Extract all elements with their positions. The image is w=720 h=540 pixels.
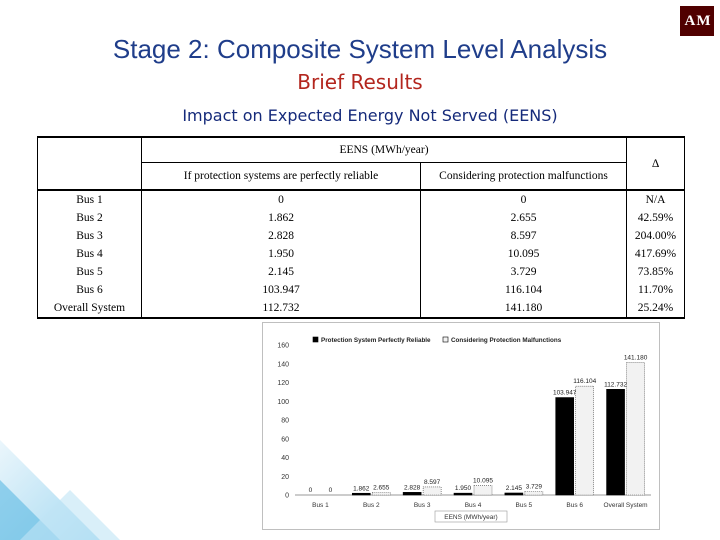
table-row: Bus 4 1.950 10.095 417.69% xyxy=(37,245,685,263)
data-label: 112.732 xyxy=(604,381,627,388)
bar xyxy=(626,362,645,496)
reliable-cell: 1.862 xyxy=(141,209,421,227)
bus-column-header xyxy=(37,136,142,191)
data-label: 10.095 xyxy=(473,478,493,485)
bus-cell: Bus 6 xyxy=(37,281,142,299)
x-tick-label: Bus 4 xyxy=(465,502,482,509)
bar xyxy=(504,492,524,496)
reliable-cell: 103.947 xyxy=(141,281,421,299)
data-label: 2.655 xyxy=(373,485,390,492)
table-header-row: EENS (MWh/year) ∆ xyxy=(37,136,685,191)
reliable-cell: 1.950 xyxy=(141,245,421,263)
data-label: 3.729 xyxy=(526,484,543,491)
malfunction-cell: 116.104 xyxy=(420,281,627,299)
bar xyxy=(575,385,595,496)
slide-subtitle: Brief Results xyxy=(297,70,423,94)
table-row: Bus 5 2.145 3.729 73.85% xyxy=(37,263,685,281)
texas-am-logo-icon: A M xyxy=(680,6,714,36)
reliable-column-header: If protection systems are perfectly reli… xyxy=(141,162,421,191)
y-tick-label: 160 xyxy=(277,343,289,350)
malfunction-column-header: Considering protection malfunctions xyxy=(420,162,627,191)
data-label: 116.104 xyxy=(573,378,596,385)
corner-decoration-graphic xyxy=(0,440,120,540)
malfunction-cell: 10.095 xyxy=(420,245,627,263)
bus-cell: Overall System xyxy=(37,299,142,319)
delta-cell: 417.69% xyxy=(626,245,685,263)
data-label: 103.947 xyxy=(553,390,577,397)
malfunction-cell: 3.729 xyxy=(420,263,627,281)
bar xyxy=(555,397,575,496)
y-tick-label: 40 xyxy=(281,455,289,462)
table-row: Bus 2 1.862 2.655 42.59% xyxy=(37,209,685,227)
data-label: 2.828 xyxy=(404,484,421,491)
bar xyxy=(473,485,493,496)
bus-cell: Bus 5 xyxy=(37,263,142,281)
data-label: 8.597 xyxy=(424,479,441,486)
bar xyxy=(606,389,625,496)
data-label: 0 xyxy=(309,487,313,494)
reliable-cell: 2.145 xyxy=(141,263,421,281)
eens-group-header: EENS (MWh/year) xyxy=(141,136,627,163)
malfunction-cell: 2.655 xyxy=(420,209,627,227)
table-row: Bus 3 2.828 8.597 204.00% xyxy=(37,227,685,245)
y-tick-label: 20 xyxy=(281,474,289,481)
legend-swatch xyxy=(312,336,319,343)
table-subheader-row: If protection systems are perfectly reli… xyxy=(38,162,685,191)
malfunction-cell: 0 xyxy=(420,190,627,209)
malfunction-cell: 141.180 xyxy=(420,299,627,319)
x-tick-label: Bus 1 xyxy=(312,502,329,509)
section-heading: Impact on Expected Energy Not Served (EE… xyxy=(182,106,558,125)
bar xyxy=(453,492,473,496)
bus-cell: Bus 1 xyxy=(37,190,142,209)
data-label: 2.145 xyxy=(506,485,523,492)
reliable-cell: 112.732 xyxy=(141,299,421,319)
reliable-cell: 0 xyxy=(141,190,421,209)
x-tick-label: Bus 6 xyxy=(566,502,583,509)
eens-table: EENS (MWh/year) ∆ If protection systems … xyxy=(37,136,685,319)
bar xyxy=(422,486,442,496)
bar xyxy=(371,492,391,496)
y-tick-label: 140 xyxy=(277,361,289,368)
delta-cell: 42.59% xyxy=(626,209,685,227)
delta-cell: 11.70% xyxy=(626,281,685,299)
x-tick-label: Bus 5 xyxy=(516,502,533,509)
bar xyxy=(351,492,371,496)
bus-cell: Bus 2 xyxy=(37,209,142,227)
data-label: 0 xyxy=(329,487,333,494)
chart-canvas: 0 20 40 60 80 100 120 140 160 Protection System P… xyxy=(277,336,651,523)
y-tick-label: 100 xyxy=(277,399,289,406)
delta-cell: 73.85% xyxy=(626,263,685,281)
eens-bar-chart: 0 20 40 60 80 100 120 140 160 Protection System P… xyxy=(262,322,660,530)
bar xyxy=(524,491,544,496)
x-tick-label: Overall System xyxy=(604,502,648,509)
bus-cell: Bus 4 xyxy=(37,245,142,263)
y-tick-label: 80 xyxy=(281,418,289,425)
bar xyxy=(402,492,422,496)
table-row: Bus 6 103.947 116.104 11.70% xyxy=(37,281,685,299)
table-row: Bus 1 0 0 N/A xyxy=(37,190,685,209)
x-axis-label-box xyxy=(434,510,508,523)
delta-column-header: ∆ xyxy=(626,136,685,191)
legend-swatch xyxy=(442,336,449,343)
x-axis-label: EENS (MWh/year) xyxy=(444,514,497,521)
slide-title: Stage 2: Composite System Level Analysis xyxy=(112,34,608,64)
data-label: 141.180 xyxy=(624,355,648,362)
delta-cell: 204.00% xyxy=(626,227,685,245)
legend-label: Considering Protection Malfunctions xyxy=(451,337,562,344)
delta-cell: N/A xyxy=(626,190,685,209)
data-label: 1.950 xyxy=(455,485,472,492)
x-tick-label: Bus 3 xyxy=(414,502,431,509)
y-tick-label: 0 xyxy=(285,493,289,500)
bus-cell: Bus 3 xyxy=(37,227,142,245)
y-tick-label: 120 xyxy=(277,380,289,387)
reliable-cell: 2.828 xyxy=(141,227,421,245)
y-tick-label: 60 xyxy=(281,436,289,443)
data-label: 1.862 xyxy=(353,485,370,492)
delta-cell: 25.24% xyxy=(626,299,685,319)
malfunction-cell: 8.597 xyxy=(420,227,627,245)
table-row: Overall System 112.732 141.180 25.24% xyxy=(37,299,685,319)
legend-label: Protection System Perfectly Reliable xyxy=(321,337,431,344)
x-tick-label: Bus 2 xyxy=(363,502,380,509)
